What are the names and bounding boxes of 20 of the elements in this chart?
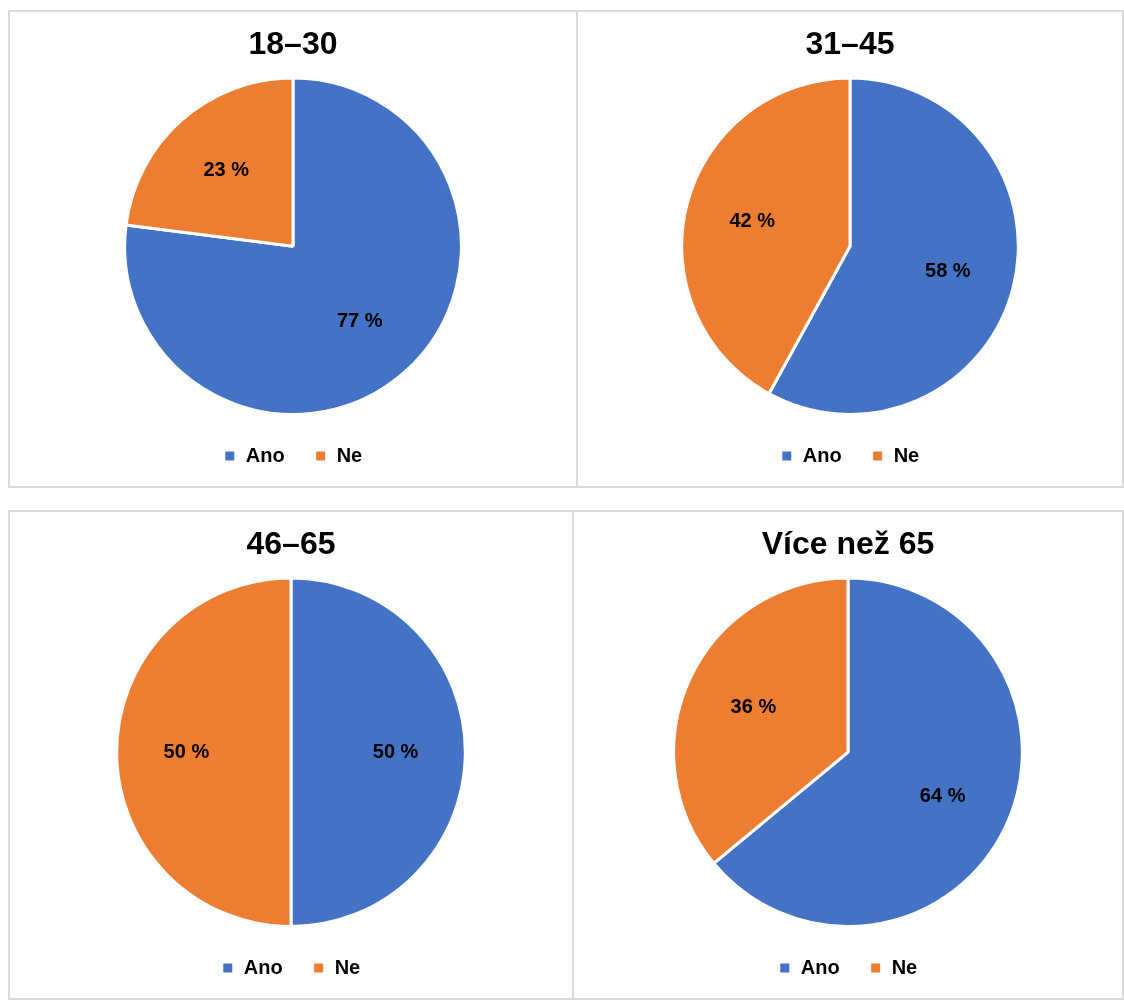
data-label: 50 % [163, 739, 210, 762]
data-label: 42 % [729, 208, 776, 231]
legend-label: Ano [802, 443, 842, 466]
chart-title: 18–30 [248, 25, 338, 62]
legend-label: Ano [800, 955, 840, 978]
chart-title: 31–45 [805, 25, 895, 62]
data-label: 50 % [372, 739, 419, 762]
data-label: 36 % [730, 695, 777, 718]
legend-label: Ano [245, 443, 285, 466]
chart-title: Více než 65 [761, 525, 935, 562]
legend-label: Ne [893, 443, 920, 466]
data-label: 58 % [925, 258, 971, 281]
legend-label: Ano [243, 955, 283, 978]
chart-title: 46–65 [246, 525, 336, 562]
legend-label: Ne [336, 443, 363, 466]
data-label: 64 % [919, 784, 966, 807]
legend-label: Ne [891, 955, 918, 978]
legend-label: Ne [334, 955, 361, 978]
data-label: 23 % [203, 157, 250, 180]
data-label: 77 % [336, 309, 383, 332]
